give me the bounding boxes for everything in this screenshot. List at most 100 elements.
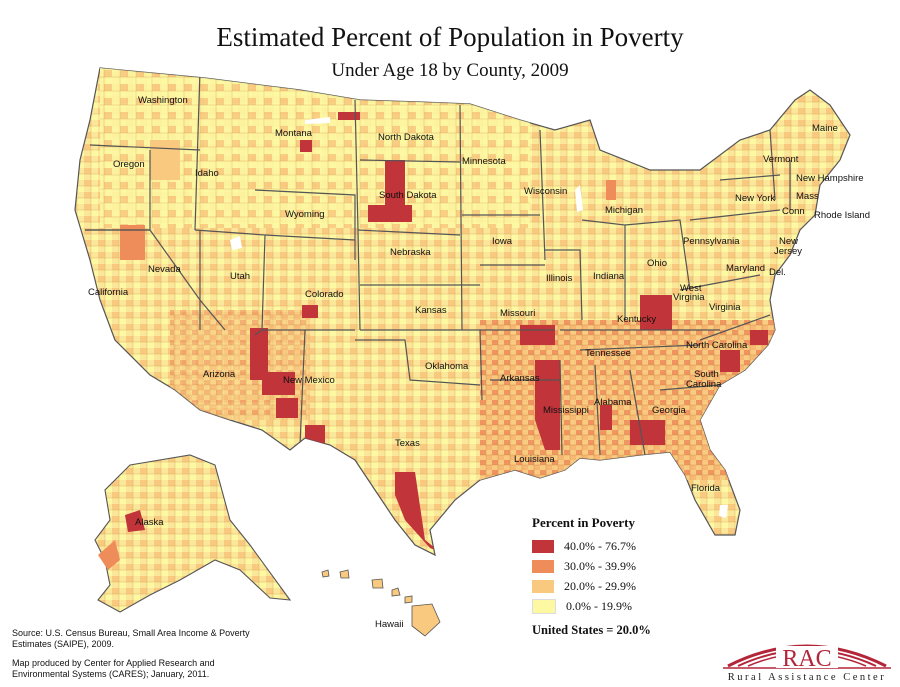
label-south-carolina-1: South: [694, 369, 719, 380]
label-south-dakota: South Dakota: [379, 190, 437, 201]
legend-item: 20.0% - 29.9%: [532, 576, 732, 596]
hotspot-colorado: [302, 305, 318, 318]
label-utah: Utah: [230, 271, 250, 282]
label-new-jersey-1: New: [779, 236, 798, 247]
lake-michigan: [575, 185, 583, 212]
label-arkansas: Arkansas: [500, 373, 540, 384]
label-texas: Texas: [395, 438, 420, 449]
label-washington: Washington: [138, 95, 188, 106]
hotspot-texas-west: [305, 425, 325, 448]
hotspot-new-mexico: [262, 372, 295, 395]
legend-label: 30.0% - 39.9%: [564, 558, 636, 573]
label-north-dakota: North Dakota: [378, 132, 435, 143]
label-alaska: Alaska: [135, 517, 164, 528]
label-new-york: New York: [735, 193, 775, 204]
label-nevada: Nevada: [148, 264, 181, 275]
label-mississippi: Mississippi: [543, 405, 589, 416]
state-labels: Washington Oregon California Idaho Nevad…: [88, 95, 870, 630]
credit-note: Map produced by Center for Applied Resea…: [12, 658, 215, 679]
label-north-carolina: North Carolina: [686, 340, 748, 351]
hotspot-south-dakota-north: [385, 160, 405, 205]
hotspot-georgia: [630, 420, 665, 445]
legend-label: 20.0% - 29.9%: [564, 578, 636, 593]
source-note: Source: U.S. Census Bureau, Small Area I…: [12, 628, 250, 649]
label-illinois: Illinois: [546, 273, 573, 284]
great-salt-lake: [230, 236, 242, 250]
label-west-virginia-1: West: [680, 283, 702, 294]
hotspot-north-carolina: [750, 330, 768, 345]
legend-label: 40.0% - 76.7%: [564, 538, 636, 553]
label-missouri: Missouri: [500, 308, 535, 319]
label-rhode-island: Rhode Island: [814, 210, 870, 221]
label-nebraska: Nebraska: [390, 247, 431, 258]
label-oregon: Oregon: [113, 159, 145, 170]
label-new-hampshire: New Hampshire: [796, 173, 864, 184]
logo-text: RAC: [782, 646, 831, 672]
hotspot-south-carolina: [720, 350, 740, 372]
legend-title: Percent in Poverty: [532, 515, 635, 530]
hotspot-missouri-bootheel: [520, 325, 555, 345]
hotspot-new-mexico-south: [276, 398, 298, 418]
california-orange: [120, 225, 145, 260]
label-california: California: [88, 287, 129, 298]
label-indiana: Indiana: [593, 271, 625, 282]
us-total: United States = 20.0%: [532, 623, 651, 637]
hotspot-montana: [300, 140, 312, 152]
legend-swatch: [532, 579, 554, 593]
lake-okeechobee: [719, 505, 728, 518]
label-kansas: Kansas: [415, 305, 447, 316]
label-west-virginia-2: Virginia: [673, 292, 705, 303]
hotspot-alabama: [600, 405, 612, 430]
label-ohio: Ohio: [647, 258, 667, 269]
label-iowa: Iowa: [492, 236, 513, 247]
label-minnesota: Minnesota: [462, 156, 507, 167]
legend-swatch: [532, 539, 554, 553]
label-connecticut: Conn: [782, 206, 805, 217]
label-south-carolina-2: Carolina: [686, 379, 722, 390]
label-pennsylvania: Pennsylvania: [683, 236, 740, 247]
alaska: [94, 454, 292, 613]
label-michigan: Michigan: [605, 205, 643, 216]
label-louisiana: Louisiana: [514, 454, 555, 465]
label-kentucky: Kentucky: [617, 314, 656, 325]
label-vermont: Vermont: [763, 154, 799, 165]
label-maryland: Maryland: [726, 263, 765, 274]
legend: Percent in Poverty 40.0% - 76.7% 30.0% -…: [532, 515, 732, 638]
label-new-mexico: New Mexico: [283, 375, 335, 386]
logo-tagline: Rural Assistance Center: [727, 672, 887, 683]
label-virginia: Virginia: [709, 302, 741, 313]
label-delaware: Del.: [769, 267, 786, 278]
label-arizona: Arizona: [203, 369, 236, 380]
label-maine: Maine: [812, 123, 838, 134]
legend-item: 0.0% - 19.9%: [532, 596, 732, 616]
label-oklahoma: Oklahoma: [425, 361, 469, 372]
fort-peck-lake: [305, 117, 330, 124]
hawaii: [321, 569, 441, 637]
label-florida: Florida: [691, 483, 721, 494]
rac-logo: RAC Rural Assistance Center: [718, 632, 896, 684]
map-subtitle: Under Age 18 by County, 2009: [331, 60, 569, 81]
hotspot-appalachia: [640, 295, 672, 330]
label-massachusetts: Mass: [796, 191, 819, 202]
legend-swatch: [532, 559, 554, 573]
label-montana: Montana: [275, 128, 313, 139]
label-georgia: Georgia: [652, 405, 687, 416]
legend-item: 30.0% - 39.9%: [532, 556, 732, 576]
label-wyoming: Wyoming: [285, 209, 325, 220]
label-new-jersey-2: Jersey: [774, 246, 802, 257]
label-tennessee: Tennessee: [585, 348, 631, 359]
michigan-orange: [606, 180, 616, 200]
oregon-tan: [150, 140, 180, 180]
legend-label: 0.0% - 19.9%: [566, 598, 632, 613]
hotspot-arizona-nm: [250, 328, 268, 380]
label-wisconsin: Wisconsin: [524, 186, 567, 197]
state-boundaries: [85, 69, 791, 456]
hotspot-texas-south: [395, 472, 440, 552]
legend-swatch: [532, 598, 556, 614]
label-idaho: Idaho: [195, 168, 219, 179]
label-colorado: Colorado: [305, 289, 344, 300]
hotspot-mississippi-delta: [535, 360, 560, 450]
label-hawaii: Hawaii: [375, 619, 404, 630]
rac-logo-graphic: RAC: [723, 644, 891, 672]
